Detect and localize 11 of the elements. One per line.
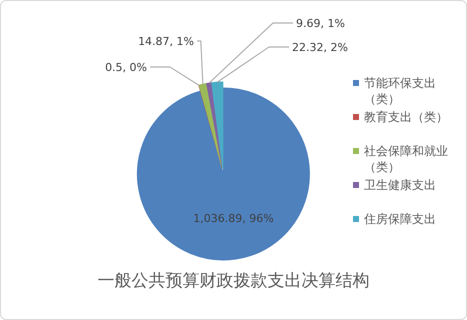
data-label: 1,036.89, 96% (193, 212, 274, 225)
data-label: 0.5, 0% (105, 61, 147, 74)
data-label: 14.87, 1% (138, 35, 194, 48)
text: 一般公共预算财政拨款支出决算结构 (96, 270, 370, 292)
legend-label: 教育支出（类） (364, 109, 448, 125)
legend-label: 节能环保支出（类） (364, 75, 437, 107)
legend-label: 社会保障和就业（类） (364, 143, 449, 175)
legend-label: 卫生健康支出 (364, 177, 436, 193)
legend-label: 住房保障支出 (364, 211, 436, 227)
data-label: 22.32, 2% (292, 41, 348, 54)
data-label: 9.69, 1% (296, 17, 345, 30)
